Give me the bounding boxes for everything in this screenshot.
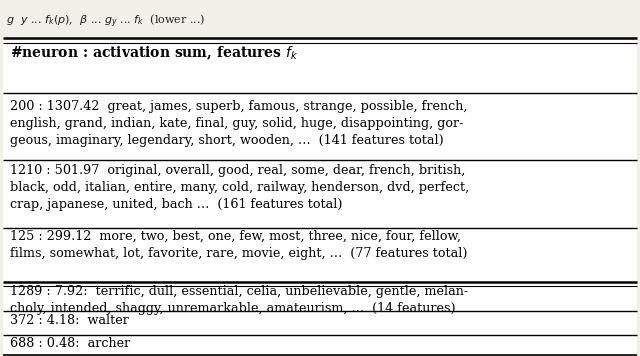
Text: 125 : 299.12  more, two, best, one, few, most, three, nice, four, fellow,
films,: 125 : 299.12 more, two, best, one, few, … [10, 230, 467, 260]
Text: 688 : 0.48:  archer: 688 : 0.48: archer [10, 337, 130, 351]
Text: 1210 : 501.97  original, overall, good, real, some, dear, french, british,
black: 1210 : 501.97 original, overall, good, r… [10, 164, 469, 211]
Bar [3, 39, 637, 355]
Text: 1289 : 7.92:  terrific, dull, essential, celia, unbelievable, gentle, melan-
cho: 1289 : 7.92: terrific, dull, essential, … [10, 285, 468, 315]
Text: $g$  $y$ ... $f_k(p)$,  $\beta$ ... $g_y$ ... $f_k$  (lower ...): $g$ $y$ ... $f_k(p)$, $\beta$ ... $g_y$ … [6, 12, 206, 30]
Text: #neuron : activation sum, features $f_k$: #neuron : activation sum, features $f_k$ [10, 45, 298, 62]
Text: 200 : 1307.42  great, james, superb, famous, strange, possible, french,
english,: 200 : 1307.42 great, james, superb, famo… [10, 100, 467, 147]
Text: 372 : 4.18:  walter: 372 : 4.18: walter [10, 314, 129, 327]
